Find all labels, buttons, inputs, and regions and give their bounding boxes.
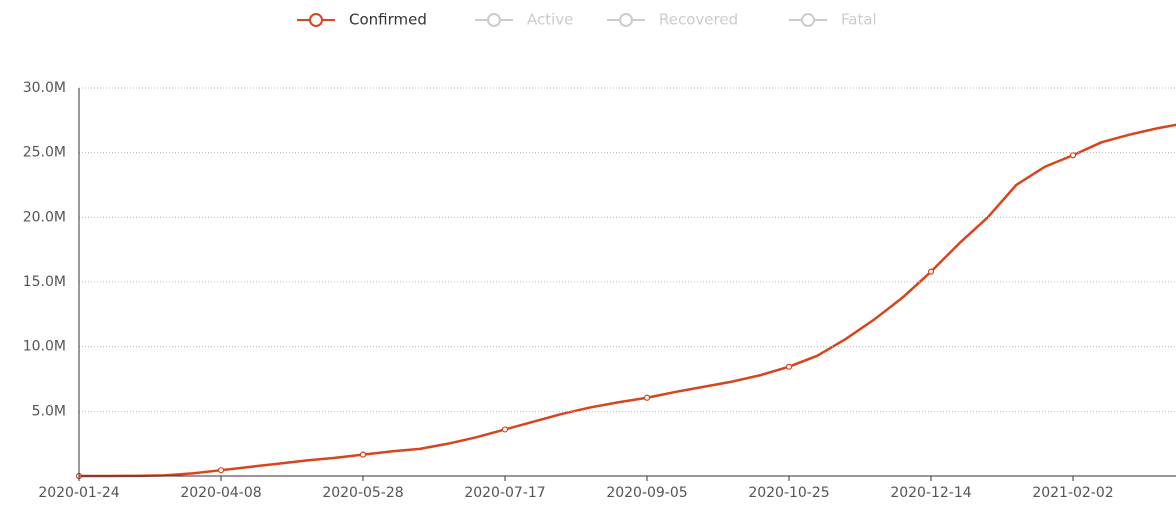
legend: Confirmed Active Recovered Fatal xyxy=(297,11,877,29)
point-marker xyxy=(643,394,651,401)
y-tick-label: 5.0M xyxy=(32,403,66,419)
line-series xyxy=(79,123,1176,478)
x-tick-label: 2020-09-05 xyxy=(606,485,687,501)
point-marker xyxy=(217,467,225,474)
y-tick-label: 20.0M xyxy=(23,209,66,225)
x-tick-label: 2020-10-25 xyxy=(748,485,829,501)
x-tick-label: 2020-05-28 xyxy=(322,485,403,501)
x-tick-label: 2021-02-02 xyxy=(1032,485,1113,501)
legend-icon-circle xyxy=(487,13,501,27)
point-marker xyxy=(785,363,793,370)
point-marker xyxy=(359,451,367,458)
y-tick-label: 10.0M xyxy=(23,339,66,355)
point-marker xyxy=(501,426,509,433)
y-tick-label: 25.0M xyxy=(23,145,66,161)
legend-label: Active xyxy=(527,11,573,29)
legend-icon-circle xyxy=(619,13,633,27)
legend-icon-circle xyxy=(309,13,323,27)
point-marker xyxy=(1069,152,1077,159)
y-tick-label: 15.0M xyxy=(23,274,66,290)
point-marker xyxy=(927,268,935,275)
x-tick-label: 2020-04-08 xyxy=(180,485,261,501)
x-tick-label: 2020-01-24 xyxy=(38,485,119,501)
y-tick-label: 30.0M xyxy=(23,80,66,96)
legend-label: Confirmed xyxy=(349,11,427,29)
legend-label: Fatal xyxy=(841,11,877,29)
legend-icon-circle xyxy=(801,13,815,27)
plot-area xyxy=(75,123,1176,480)
x-tick-label: 2020-12-14 xyxy=(890,485,971,501)
legend-label: Recovered xyxy=(659,11,738,29)
x-tick-label: 2020-07-17 xyxy=(464,485,545,501)
